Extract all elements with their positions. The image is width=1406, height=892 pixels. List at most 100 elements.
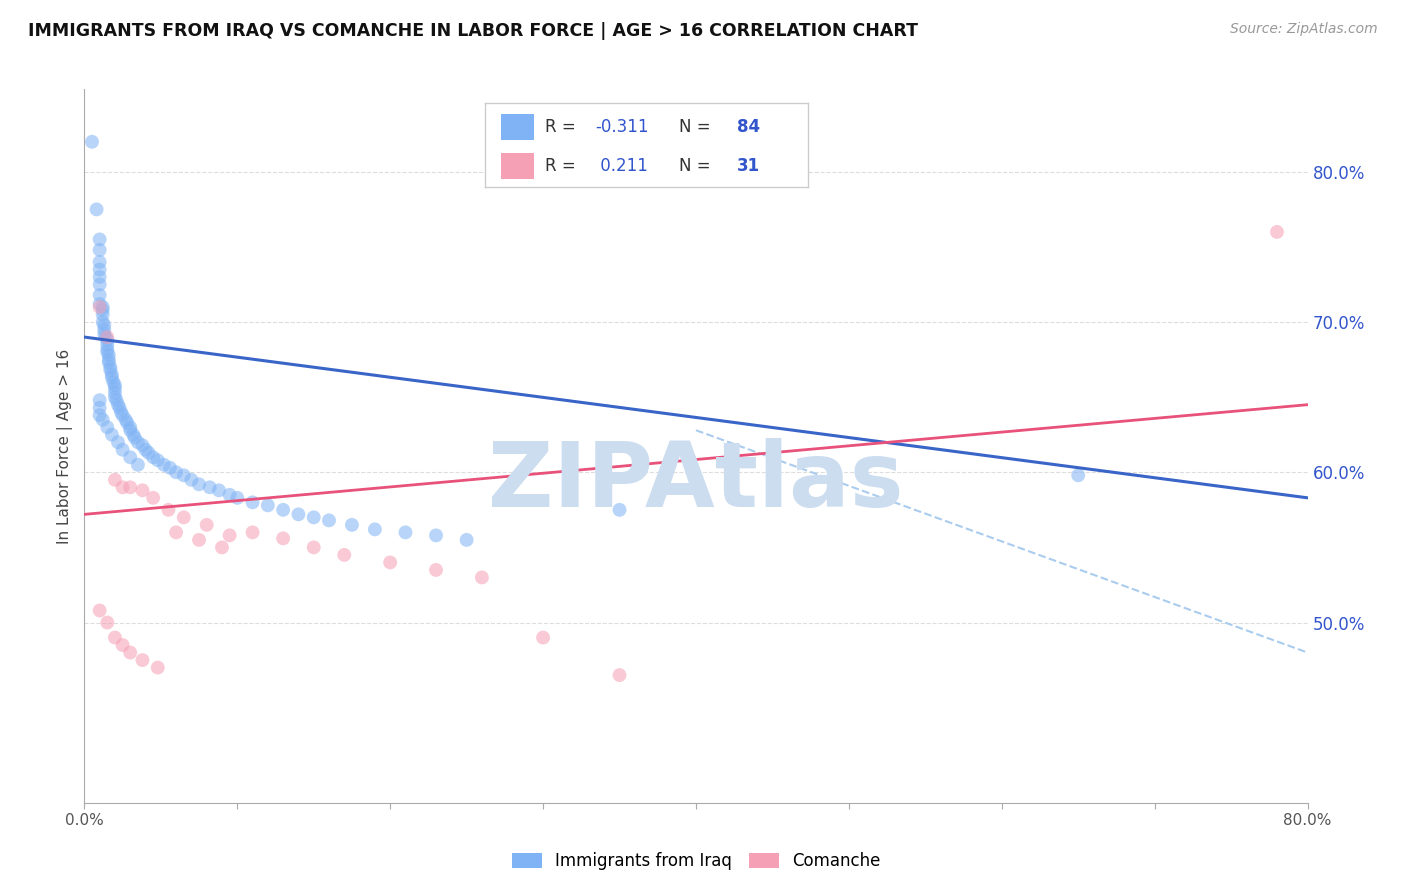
Point — [89, 288, 111, 302]
Point — [302, 541, 325, 555]
Point — [153, 458, 176, 472]
Point — [471, 570, 494, 584]
Point — [173, 510, 195, 524]
Point — [609, 503, 631, 517]
Point — [127, 435, 149, 450]
Point — [91, 308, 114, 322]
Point — [257, 499, 280, 513]
Point — [89, 232, 111, 246]
Text: -0.311: -0.311 — [595, 118, 648, 136]
Point — [101, 427, 124, 442]
Point — [364, 522, 387, 536]
Point — [271, 532, 294, 546]
Point — [120, 480, 142, 494]
Point — [142, 491, 165, 505]
Point — [86, 202, 108, 217]
Point — [96, 337, 118, 351]
Point — [188, 533, 211, 547]
Point — [425, 563, 447, 577]
Point — [165, 465, 187, 479]
Text: N =: N = — [679, 118, 716, 136]
Point — [108, 401, 131, 415]
Point — [242, 525, 264, 540]
Point — [122, 427, 145, 442]
Point — [138, 446, 160, 460]
Point — [97, 348, 120, 362]
Text: 0.211: 0.211 — [595, 157, 648, 175]
Point — [131, 483, 153, 498]
Point — [101, 370, 124, 384]
Point — [93, 322, 115, 336]
Point — [180, 473, 202, 487]
Point — [124, 431, 146, 445]
Point — [91, 413, 114, 427]
Text: Source: ZipAtlas.com: Source: ZipAtlas.com — [1230, 22, 1378, 37]
Point — [107, 435, 129, 450]
Point — [89, 408, 111, 422]
Point — [96, 615, 118, 630]
Point — [208, 483, 231, 498]
Point — [135, 442, 157, 457]
Point — [120, 420, 142, 434]
Point — [94, 330, 117, 344]
Bar — [501, 114, 533, 140]
Point — [380, 556, 402, 570]
Point — [195, 517, 218, 532]
Point — [198, 480, 221, 494]
Point — [318, 513, 340, 527]
Point — [1265, 225, 1288, 239]
Point — [146, 660, 169, 674]
Y-axis label: In Labor Force | Age > 16: In Labor Force | Age > 16 — [58, 349, 73, 543]
Point — [226, 491, 249, 505]
Point — [91, 315, 114, 329]
Point — [104, 390, 127, 404]
Point — [93, 327, 115, 342]
Point — [105, 393, 128, 408]
Point — [146, 453, 169, 467]
Point — [96, 420, 118, 434]
Point — [115, 416, 138, 430]
Point — [394, 525, 416, 540]
Point — [89, 270, 111, 285]
Point — [93, 318, 115, 332]
Point — [111, 408, 134, 422]
Point — [218, 528, 240, 542]
Point — [97, 356, 120, 370]
Point — [89, 243, 111, 257]
Text: 31: 31 — [737, 157, 761, 175]
Point — [104, 378, 127, 392]
Point — [120, 646, 142, 660]
Point — [96, 333, 118, 347]
Point — [131, 438, 153, 452]
Point — [98, 363, 121, 377]
Point — [1067, 468, 1090, 483]
Point — [110, 405, 132, 419]
Point — [89, 603, 111, 617]
Point — [103, 375, 125, 389]
Point — [609, 668, 631, 682]
Point — [96, 345, 118, 359]
Legend: Immigrants from Iraq, Comanche: Immigrants from Iraq, Comanche — [505, 846, 887, 877]
Point — [89, 300, 111, 314]
Point — [127, 458, 149, 472]
Point — [98, 360, 121, 375]
Point — [157, 503, 180, 517]
Point — [97, 352, 120, 367]
Bar — [501, 153, 533, 178]
Point — [425, 528, 447, 542]
Text: R =: R = — [546, 157, 581, 175]
Point — [107, 398, 129, 412]
Point — [340, 517, 363, 532]
Point — [89, 393, 111, 408]
Point — [104, 631, 127, 645]
Point — [111, 442, 134, 457]
Point — [96, 330, 118, 344]
Point — [302, 510, 325, 524]
Point — [101, 368, 124, 382]
Point — [142, 450, 165, 465]
Point — [211, 541, 233, 555]
Point — [456, 533, 478, 547]
Point — [89, 255, 111, 269]
Point — [114, 413, 136, 427]
Text: 84: 84 — [737, 118, 761, 136]
